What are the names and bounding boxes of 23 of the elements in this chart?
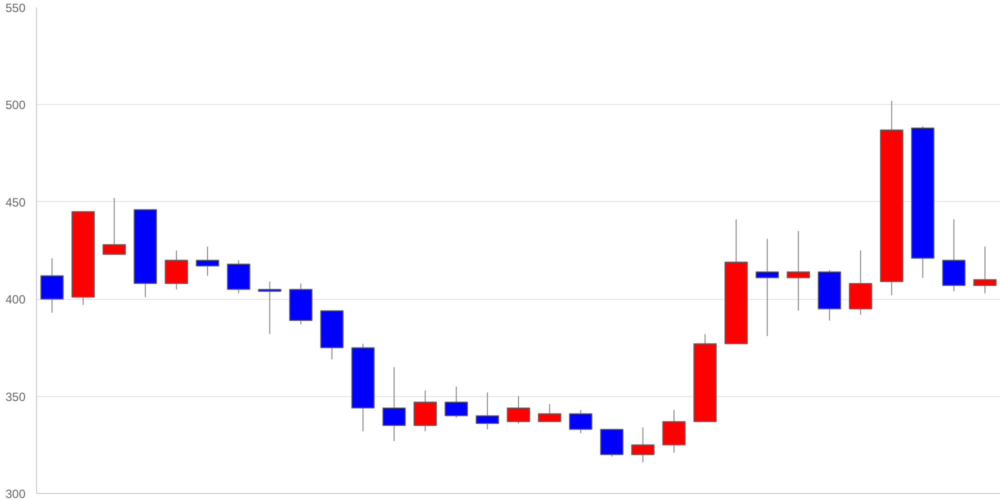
candlestick [631,426,655,463]
y-tick-label: 350 [5,390,26,404]
candlestick [476,392,500,430]
candlestick [40,258,64,314]
candlestick [506,396,530,424]
candlestick [196,246,220,276]
candlestick [444,386,468,418]
candlestick [102,198,126,255]
candlestick [382,366,406,442]
candlestick [538,404,562,422]
candlestick [756,238,779,337]
y-tick-label: 550 [5,1,26,15]
y-tick-label: 450 [5,195,26,210]
y-tick-label: 400 [5,292,26,307]
candlestick [786,230,810,312]
candlestick [973,246,997,294]
candlestick [414,390,437,432]
candlestick [258,281,282,335]
y-tick-label: 300 [5,487,26,500]
candlestick [662,409,686,454]
candlestick [569,409,592,434]
y-tick-label: 500 [5,98,26,112]
candlestick [164,250,188,290]
